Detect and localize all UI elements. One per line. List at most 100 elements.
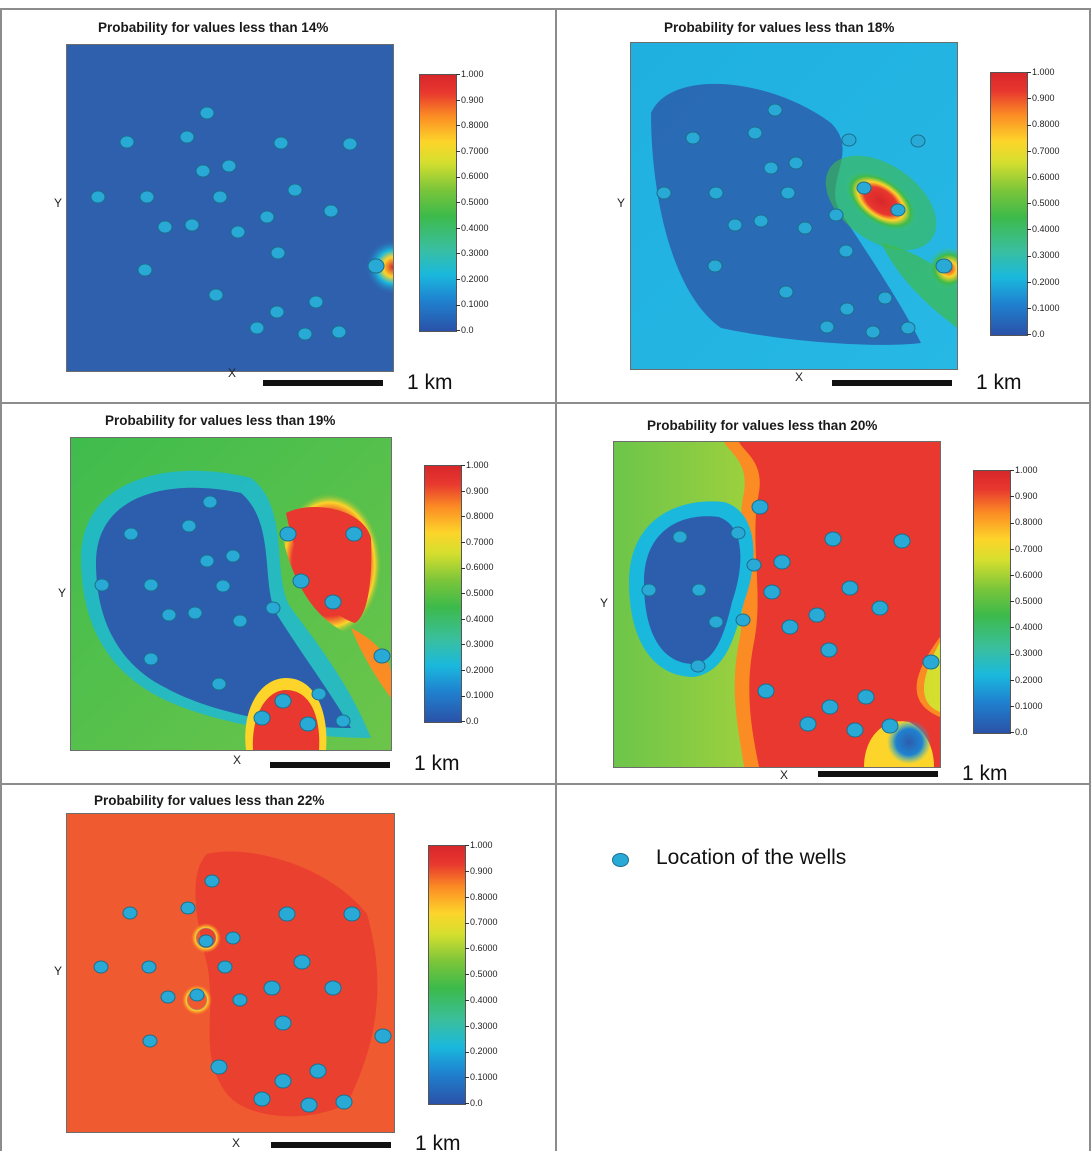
- well-marker: [142, 1034, 158, 1048]
- well-marker: [656, 186, 672, 200]
- scale-bar: [271, 1142, 391, 1148]
- scale-label: 1 km: [415, 1132, 461, 1155]
- tick-label: 0.1000: [461, 690, 494, 700]
- probability-map: [66, 44, 394, 372]
- well-marker: [311, 687, 327, 701]
- tick-label: 0.6000: [1027, 172, 1060, 182]
- grid-line-right: [1089, 8, 1091, 1151]
- well-marker: [215, 579, 231, 593]
- well-marker: [935, 258, 953, 274]
- well-marker: [259, 210, 275, 224]
- x-axis-label: X: [232, 1136, 241, 1150]
- well-marker: [274, 1073, 292, 1089]
- tick-label: 0.2000: [465, 1046, 498, 1056]
- well-marker: [820, 642, 838, 658]
- well-marker: [278, 906, 296, 922]
- tick-label: 0.8000: [1027, 119, 1060, 129]
- well-marker: [269, 305, 285, 319]
- y-axis-label: Y: [600, 596, 609, 610]
- well-marker: [763, 161, 779, 175]
- y-axis-label: Y: [54, 196, 63, 210]
- well-marker: [211, 677, 227, 691]
- well-marker: [157, 220, 173, 234]
- well-marker: [230, 225, 246, 239]
- colorbar-ticks: 1.000 0.900 0.8000 0.7000 0.6000 0.5000 …: [465, 840, 525, 1108]
- well-marker: [910, 134, 926, 148]
- tick-label: 0.0: [461, 716, 479, 726]
- well-marker: [871, 600, 889, 616]
- well-markers: [93, 874, 392, 1113]
- tick-label: 0.900: [465, 866, 493, 876]
- well-marker: [773, 554, 791, 570]
- well-marker: [708, 615, 724, 629]
- well-marker: [846, 722, 864, 738]
- scale-bar: [818, 771, 938, 777]
- well-marker: [367, 258, 385, 274]
- tick-label: 0.8000: [456, 120, 489, 130]
- x-axis-label: X: [228, 366, 237, 380]
- colorbar: [419, 74, 457, 332]
- well-marker: [839, 302, 855, 316]
- well-marker: [143, 578, 159, 592]
- well-marker: [119, 135, 135, 149]
- well-marker: [335, 1094, 353, 1110]
- tick-label: 0.6000: [456, 171, 489, 181]
- well-marker: [342, 137, 358, 151]
- well-marker: [672, 530, 688, 544]
- well-marker: [202, 495, 218, 509]
- well-marker: [751, 499, 769, 515]
- well-marker: [249, 321, 265, 335]
- well-marker: [922, 654, 940, 670]
- well-marker: [799, 716, 817, 732]
- scale-label: 1 km: [414, 752, 460, 775]
- well-marker: [143, 652, 159, 666]
- well-marker: [195, 164, 211, 178]
- well-marker: [857, 689, 875, 705]
- tick-label: 0.1000: [465, 1072, 498, 1082]
- well-marker: [181, 519, 197, 533]
- probability-map: [613, 441, 941, 768]
- well-marker-icon: [612, 853, 629, 867]
- colorbar: [973, 470, 1011, 734]
- well-marker: [199, 554, 215, 568]
- well-marker: [187, 606, 203, 620]
- well-marker: [273, 136, 289, 150]
- colorbar-ticks: 1.000 0.900 0.8000 0.7000 0.6000 0.5000 …: [461, 460, 521, 726]
- tick-label: 0.6000: [1010, 570, 1043, 580]
- tick-label: 1.000: [465, 840, 493, 850]
- grid-line-top: [0, 8, 1091, 10]
- tick-label: 0.3000: [461, 639, 494, 649]
- well-marker: [253, 710, 271, 726]
- panel-title: Probability for values less than 19%: [105, 413, 336, 428]
- grid-line-row2: [0, 783, 1091, 785]
- well-marker: [708, 186, 724, 200]
- tick-label: 0.7000: [461, 537, 494, 547]
- tick-label: 0.3000: [1010, 648, 1043, 658]
- well-marker: [781, 619, 799, 635]
- colorbar: [428, 845, 466, 1105]
- well-marker: [335, 714, 351, 728]
- tick-label: 0.5000: [1027, 198, 1060, 208]
- scale-bar: [832, 380, 952, 386]
- grid-line-left: [0, 8, 2, 1151]
- well-markers: [656, 103, 953, 339]
- well-marker: [297, 327, 313, 341]
- well-marker: [780, 186, 796, 200]
- well-marker: [274, 693, 292, 709]
- well-marker: [893, 533, 911, 549]
- x-axis-label: X: [780, 768, 789, 782]
- x-axis-label: X: [233, 753, 242, 767]
- well-marker: [856, 181, 872, 195]
- well-markers: [641, 499, 940, 738]
- y-axis-label: Y: [54, 964, 63, 978]
- well-marker: [841, 580, 859, 596]
- well-marker: [727, 218, 743, 232]
- well-markers: [94, 495, 391, 732]
- well-marker: [797, 221, 813, 235]
- colorbar-ticks: 1.000 0.900 0.8000 0.7000 0.6000 0.5000 …: [456, 69, 516, 335]
- panel-title: Probability for values less than 18%: [664, 20, 895, 35]
- tick-label: 1.000: [461, 460, 489, 470]
- well-marker: [746, 558, 762, 572]
- tick-label: 0.1000: [1010, 701, 1043, 711]
